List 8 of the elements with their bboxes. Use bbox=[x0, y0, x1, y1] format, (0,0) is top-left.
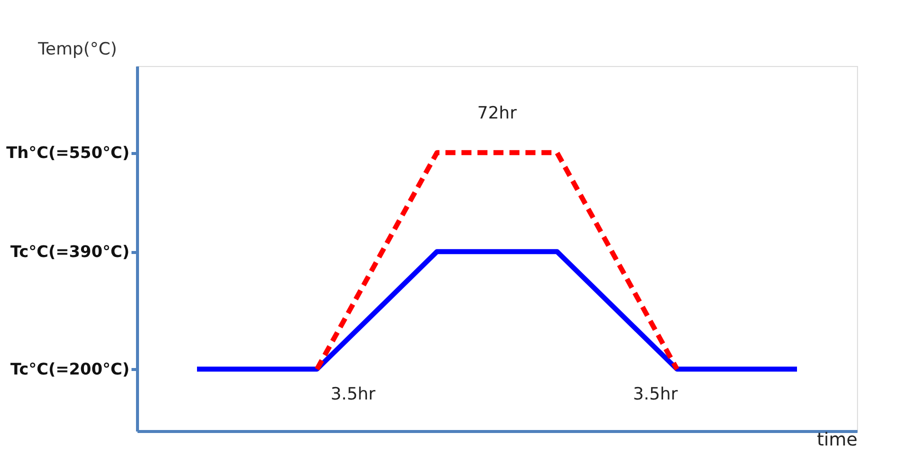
y-tick-label: Th°C(=550°C) bbox=[6, 143, 130, 162]
annotation: 3.5hr bbox=[330, 384, 376, 404]
annotation: 3.5hr bbox=[632, 384, 678, 404]
annotation: 72hr bbox=[477, 103, 517, 124]
y-axis-title: Temp(°C) bbox=[37, 40, 117, 60]
y-tick-label: Tc°C(=200°C) bbox=[10, 360, 130, 379]
x-axis-title: time bbox=[816, 430, 858, 450]
y-tick-label: Tc°C(=390°C) bbox=[10, 242, 130, 262]
